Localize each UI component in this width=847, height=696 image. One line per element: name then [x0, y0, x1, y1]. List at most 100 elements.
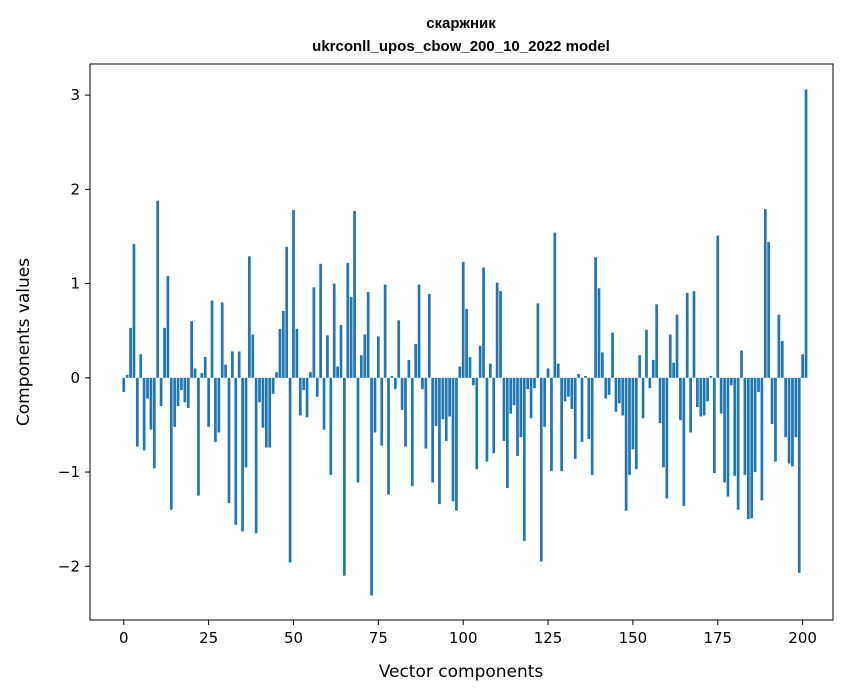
bar-34: [237, 351, 241, 378]
bar-41: [261, 377, 265, 428]
bar-188: [760, 377, 764, 501]
bar-104: [475, 377, 479, 470]
bar-53: [302, 377, 306, 391]
bar-56: [312, 287, 316, 378]
bar-194: [780, 341, 784, 378]
bar-107: [485, 377, 489, 462]
bar-8: [149, 377, 153, 430]
bar-151: [634, 377, 638, 470]
bar-175: [716, 235, 720, 378]
x-tick-label: 0: [119, 629, 129, 647]
bar-108: [488, 363, 492, 378]
bar-129: [560, 377, 563, 472]
bar-195: [784, 377, 788, 438]
x-tick-label: 200: [788, 629, 817, 647]
bar-152: [638, 355, 642, 378]
bar-160: [665, 377, 669, 499]
bar-65: [343, 377, 346, 576]
bar-176: [719, 377, 723, 414]
bar-181: [736, 377, 740, 510]
bar-26: [210, 300, 214, 378]
bar-31: [227, 377, 231, 504]
bar-180: [733, 377, 737, 476]
bar-192: [774, 377, 777, 462]
bar-163: [675, 314, 679, 378]
bar-177: [723, 377, 726, 483]
bar-4: [135, 377, 139, 447]
bar-168: [692, 291, 696, 378]
bar-167: [689, 377, 692, 433]
x-tick-label: 75: [369, 629, 388, 647]
bar-43: [268, 377, 272, 448]
bar-161: [668, 334, 672, 378]
bar-138: [590, 377, 594, 475]
bar-143: [607, 377, 611, 395]
bar-120: [529, 377, 533, 419]
bar-11: [159, 377, 163, 407]
bar-79: [390, 375, 394, 378]
bar-3: [132, 243, 136, 378]
bar-7: [146, 377, 149, 399]
bar-150: [631, 377, 635, 450]
bar-76: [380, 377, 384, 446]
bar-142: [604, 377, 608, 399]
bars-group: [122, 89, 808, 596]
bar-37: [248, 256, 251, 378]
bar-166: [685, 293, 689, 378]
bar-94: [441, 377, 445, 420]
bar-135: [580, 377, 584, 442]
x-tick-label: 50: [284, 629, 303, 647]
bar-124: [543, 377, 547, 427]
bar-158: [658, 377, 662, 424]
bar-140: [597, 288, 601, 378]
bar-38: [251, 334, 255, 378]
bar-147: [621, 377, 625, 416]
bar-1: [125, 374, 129, 378]
bar-23: [200, 373, 204, 378]
x-tick-label: 25: [199, 629, 218, 647]
bar-46: [278, 328, 282, 378]
bar-82: [400, 377, 404, 410]
bar-85: [410, 377, 414, 487]
bar-30: [224, 364, 227, 378]
bar-164: [679, 377, 682, 421]
bar-126: [550, 377, 553, 472]
bar-20: [190, 321, 194, 378]
bar-121: [533, 377, 536, 389]
bar-22: [197, 377, 200, 496]
bar-50: [292, 210, 295, 378]
bar-125: [546, 368, 550, 378]
bar-95: [444, 377, 448, 441]
bar-16: [176, 377, 180, 407]
bar-187: [757, 377, 760, 392]
bar-84: [407, 359, 411, 378]
bar-42: [264, 377, 268, 448]
bar-201: [804, 89, 808, 378]
bar-185: [750, 377, 754, 519]
y-tick-label: −1: [58, 463, 80, 481]
bar-81: [397, 320, 401, 378]
x-tick-label: 100: [449, 629, 478, 647]
bar-157: [655, 304, 659, 378]
bar-128: [556, 363, 560, 378]
bar-86: [414, 343, 418, 378]
bar-49: [288, 377, 292, 563]
bar-146: [617, 377, 621, 404]
bar-13: [166, 276, 170, 378]
bar-68: [353, 211, 356, 378]
y-tick-label: 3: [70, 86, 80, 104]
y-axis-ticks: −2 −1 0 1 2 3: [58, 86, 90, 575]
bar-9: [152, 377, 156, 469]
x-tick-label: 150: [619, 629, 648, 647]
bar-141: [601, 352, 604, 378]
chart-subtitle: ukrconll_upos_cbow_200_10_2022 model: [312, 38, 610, 55]
y-tick-label: −2: [58, 557, 80, 575]
bar-162: [672, 362, 675, 378]
bar-144: [611, 332, 614, 378]
bar-69: [356, 377, 360, 483]
bar-2: [129, 327, 132, 378]
bar-155: [648, 377, 652, 389]
bar-14: [169, 377, 173, 510]
bar-24: [203, 357, 207, 378]
bar-28: [217, 377, 221, 433]
